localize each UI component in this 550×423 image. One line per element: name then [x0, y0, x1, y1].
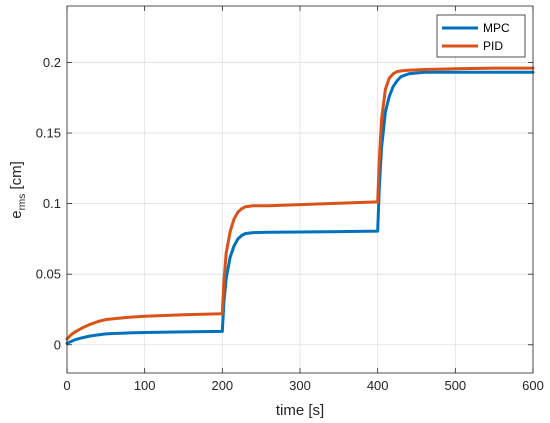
tick-labels: 0 100 200 300 400 500 600 0 0.05 0.1 0.15 0.2 [36, 55, 544, 393]
legend-label-pid: PID [483, 39, 503, 53]
ticks [66, 6, 534, 373]
legend: MPC PID [436, 14, 526, 58]
series-layer [65, 66, 535, 345]
x-axis-label: time [s] [276, 402, 324, 419]
x-tick-label: 600 [522, 378, 544, 393]
y-axis-label-main: e [8, 210, 25, 218]
series-line-mpc [65, 70, 535, 345]
x-tick-label: 0 [63, 378, 70, 393]
y-tick-label: 0.2 [43, 55, 61, 70]
y-tick-label: 0.1 [43, 196, 61, 211]
x-tick-label: 500 [444, 378, 466, 393]
legend-label-mpc: MPC [483, 21, 510, 35]
y-tick-label: 0.15 [36, 126, 61, 141]
y-axis-label-unit: [cm] [8, 161, 25, 194]
series-line-pid [65, 66, 535, 341]
y-axis-label: erms [cm] [8, 161, 28, 219]
x-tick-label: 400 [367, 378, 389, 393]
y-tick-label: 0.05 [36, 267, 61, 282]
x-tick-label: 200 [211, 378, 233, 393]
legend-box [436, 14, 526, 58]
y-tick-label: 0 [54, 337, 61, 352]
y-axis-label-sub: rms [17, 194, 28, 211]
x-tick-label: 300 [289, 378, 311, 393]
x-tick-label: 100 [134, 378, 156, 393]
